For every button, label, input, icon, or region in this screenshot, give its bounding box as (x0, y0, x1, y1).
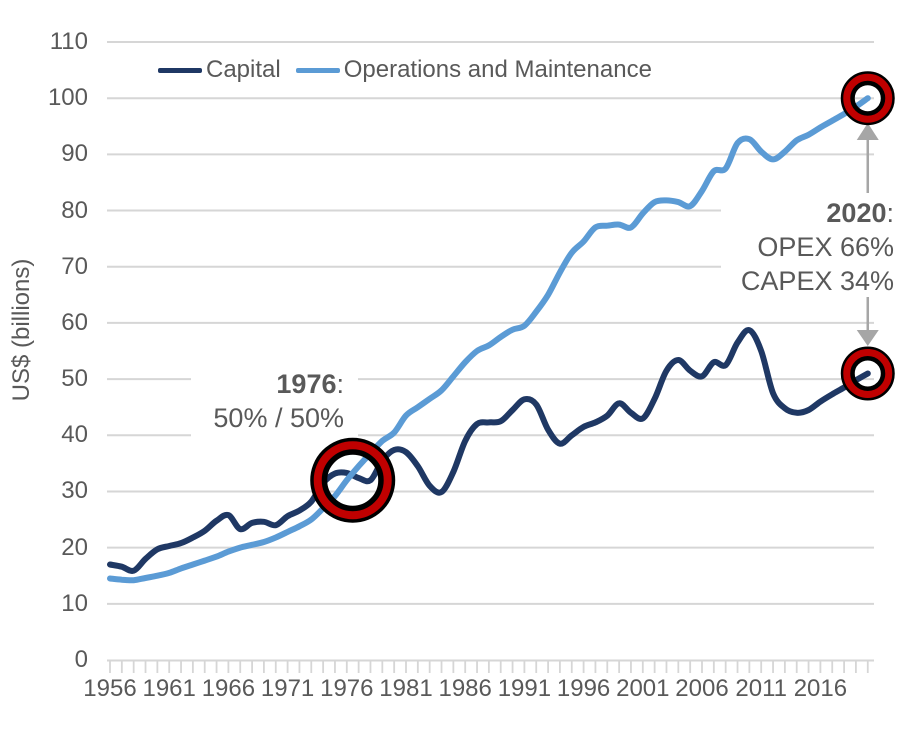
x-tick-label: 1991 (497, 675, 552, 702)
annotation-2020-capex: CAPEX 34% (740, 266, 894, 296)
y-tick-label: 40 (61, 421, 88, 449)
x-tick-label: 1966 (201, 675, 256, 702)
x-tick-label: 1986 (438, 675, 492, 702)
series-line-capital (107, 327, 871, 574)
x-tick-label: 1961 (142, 675, 196, 702)
capital-line-swatch (158, 67, 202, 73)
annotation-2020: 2020: OPEX 66% CAPEX 34% (721, 193, 906, 297)
x-tick-label: 1971 (260, 675, 315, 702)
y-tick-label: 0 (74, 646, 88, 673)
x-tick-label: 1996 (556, 675, 611, 702)
annotation-1976-title: 1976: (191, 367, 344, 401)
y-tick-label: 100 (47, 84, 88, 112)
x-tick-label: 2016 (793, 675, 848, 702)
x-tick-label: 2011 (735, 675, 787, 702)
legend: Capital Operations and Maintenance (158, 56, 652, 84)
annotation-2020-year: 2020 (826, 198, 887, 228)
arrow-head-up (856, 123, 879, 140)
annotation-1976: 1976: 50% / 50% (191, 365, 358, 437)
series-lines (107, 95, 871, 584)
annotation-2020-colon: : (886, 198, 894, 228)
x-tick-label: 1981 (379, 675, 433, 702)
arrow-head-down (856, 330, 879, 346)
y-tick-label: 90 (61, 140, 88, 168)
legend-item-om: Operations and Maintenance (295, 56, 652, 84)
x-tick-label: 1956 (83, 675, 137, 702)
y-tick-label: 10 (61, 589, 88, 617)
y-tick-label: 20 (61, 533, 88, 561)
y-tick-label: 80 (61, 196, 88, 224)
annotation-2020-title: 2020: (721, 196, 894, 230)
legend-label-capital: Capital (206, 56, 281, 83)
y-tick-label: 30 (61, 477, 88, 505)
x-tick-label: 1976 (320, 675, 374, 702)
y-tick-label: 70 (61, 252, 88, 280)
annotation-1976-colon: : (336, 369, 344, 399)
legend-label-om: Operations and Maintenance (343, 56, 652, 83)
annotation-2020-opex: OPEX 66% (757, 232, 894, 262)
x-tick-label: 2001 (616, 675, 670, 702)
x-axis-ticks (107, 659, 874, 673)
y-tick-label: 60 (61, 308, 88, 336)
legend-item-capital: Capital (158, 56, 281, 84)
om-line-swatch (295, 67, 340, 73)
series-line-om (107, 95, 871, 584)
x-tick-label: 2006 (675, 675, 729, 702)
y-tick-label: 110 (49, 28, 88, 56)
y-tick-label: 50 (61, 365, 88, 393)
annotation-1976-text: 50% / 50% (213, 403, 344, 433)
annotation-1976-year: 1976 (276, 369, 337, 399)
